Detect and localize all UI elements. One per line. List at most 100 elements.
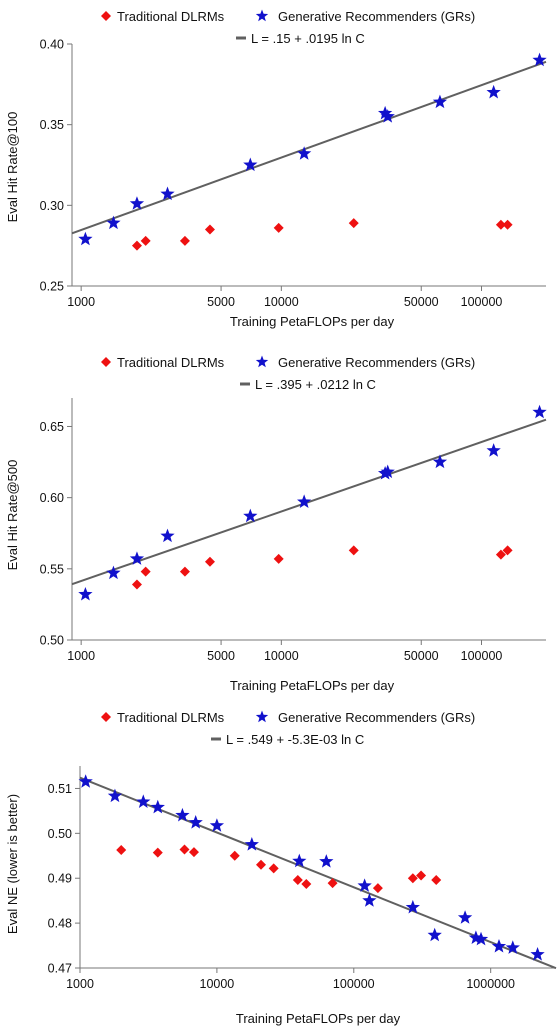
dlrm-point (495, 549, 506, 560)
gr-point (209, 818, 225, 832)
gr-point (491, 938, 507, 953)
y-axis-label: Eval Hit Rate@500 (5, 460, 20, 571)
gr-point (160, 186, 175, 201)
x-tick-label: 100000 (461, 649, 503, 663)
y-tick-label: 0.25 (40, 280, 64, 294)
dlrm-point (273, 553, 284, 564)
gr-point (244, 837, 259, 851)
dlrm-point (327, 878, 338, 889)
gr-point (473, 931, 489, 946)
legend: Traditional DLRMs Generative Recommender… (101, 710, 475, 747)
gr-point (150, 799, 165, 814)
x-tick-label: 1000000 (466, 977, 515, 991)
gr-point (319, 854, 334, 868)
fit-line (71, 418, 547, 586)
legend-dlrm-label: Traditional DLRMs (117, 355, 225, 370)
gr-point (78, 586, 93, 601)
dlrm-point (179, 235, 190, 246)
x-axis-label: Training PetaFLOPs per day (230, 314, 395, 329)
x-tick-label: 5000 (207, 295, 235, 309)
y-tick-label: 0.35 (40, 118, 64, 132)
dlrm-point (131, 240, 142, 251)
x-tick-label: 5000 (207, 649, 235, 663)
gr-point (107, 788, 123, 803)
x-tick-label: 1000 (66, 977, 94, 991)
dlrm-point (348, 545, 359, 556)
legend-dlrm-marker (101, 712, 111, 722)
gr-point (457, 910, 473, 924)
dlrm-point (292, 875, 303, 886)
dlrm-point (140, 235, 151, 246)
y-tick-label: 0.48 (48, 917, 72, 931)
dlrm-point (502, 219, 513, 230)
legend-gr-label: Generative Recommenders (GRs) (278, 355, 475, 370)
y-tick-label: 0.30 (40, 199, 64, 213)
dlrm-point (416, 870, 427, 881)
gr-point (297, 494, 312, 508)
gr-point (532, 52, 547, 67)
gr-point (530, 947, 545, 961)
y-tick-label: 0.55 (40, 562, 64, 576)
plot-area: 0.50 0.55 0.60 0.65 1000 5000 10000 50000 100000 (40, 398, 547, 663)
legend-gr-marker (255, 355, 269, 368)
y-axis-label: Eval NE (lower is better) (5, 794, 20, 934)
legend-gr-label: Generative Recommenders (GRs) (278, 9, 475, 24)
legend-gr-marker (255, 710, 269, 723)
y-tick-label: 0.50 (40, 634, 64, 648)
gr-point (129, 551, 145, 565)
dlrm-point (179, 566, 190, 577)
gr-point (297, 146, 312, 160)
gr-point (532, 404, 547, 419)
y-tick-label: 0.51 (48, 782, 72, 796)
dlrm-point (256, 859, 267, 870)
x-axis-label: Training PetaFLOPs per day (236, 1011, 401, 1026)
dlrm-point (372, 883, 383, 894)
dlrm-point (348, 218, 359, 229)
gr-point (377, 105, 393, 120)
legend: Traditional DLRMs Generative Recommender… (101, 355, 475, 392)
x-axis-label: Training PetaFLOPs per day (230, 678, 395, 693)
gr-point (432, 454, 448, 469)
legend-dlrm-marker (101, 11, 111, 21)
x-tick-label: 100000 (333, 977, 375, 991)
gr-point (243, 508, 258, 523)
dlrm-point (131, 579, 142, 590)
y-tick-label: 0.65 (40, 420, 64, 434)
plot-area: 0.25 0.30 0.35 0.40 1000 5000 10000 50000 100000 (40, 38, 547, 309)
dlrm-point (188, 847, 199, 858)
legend: Traditional DLRMs Generative Recommender… (101, 9, 475, 46)
gr-point (136, 794, 151, 808)
gr-point (432, 94, 448, 109)
gr-point (78, 231, 93, 246)
gr-point (292, 853, 307, 868)
plot-area: 0.47 0.48 0.49 0.50 0.51 1000 10000 100000 10000… (48, 766, 557, 991)
legend-dlrm-label: Traditional DLRMs (117, 710, 225, 725)
gr-point (362, 893, 377, 907)
gr-point (427, 927, 442, 942)
legend-fit-label: L = .15 + .0195 ln C (251, 31, 365, 46)
dlrm-point (140, 566, 151, 577)
x-tick-label: 100000 (461, 295, 503, 309)
y-tick-label: 0.47 (48, 962, 72, 976)
x-tick-label: 10000 (200, 977, 235, 991)
legend-dlrm-label: Traditional DLRMs (117, 9, 225, 24)
fit-line (71, 60, 547, 235)
gr-point (175, 807, 190, 822)
dlrm-point (268, 863, 279, 874)
dlrm-point (273, 222, 284, 233)
x-tick-label: 50000 (404, 295, 439, 309)
legend-dlrm-marker (101, 357, 111, 367)
gr-point (505, 940, 520, 954)
x-tick-label: 1000 (67, 295, 95, 309)
dlrm-point (502, 545, 513, 556)
dlrm-point (301, 879, 312, 890)
y-tick-label: 0.40 (40, 38, 64, 52)
x-tick-label: 50000 (404, 649, 439, 663)
gr-point (380, 464, 395, 479)
x-tick-label: 10000 (264, 295, 299, 309)
gr-point (357, 878, 372, 892)
hit-rate-500-chart: Traditional DLRMs Generative Recommender… (5, 355, 547, 693)
gr-point (486, 443, 501, 457)
y-tick-label: 0.49 (48, 872, 72, 886)
